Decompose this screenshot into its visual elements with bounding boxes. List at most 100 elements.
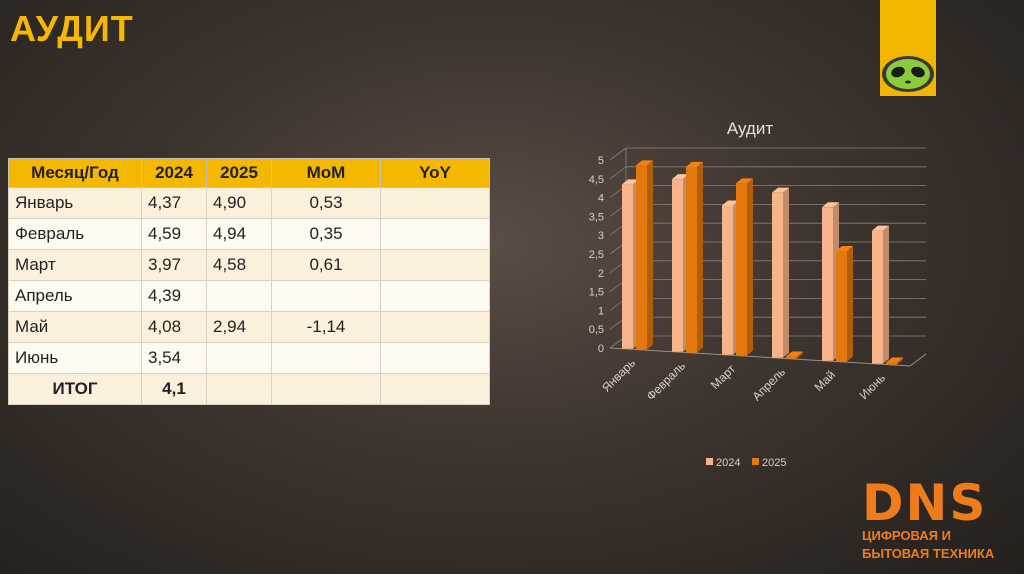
total-yoy — [380, 373, 490, 405]
cell-yoy — [380, 311, 490, 343]
table-row: Март 3,97 4,58 0,61 — [8, 249, 490, 281]
header-2024: 2024 — [141, 158, 207, 188]
chart-bar-2024 — [822, 207, 833, 361]
cell-2025: 4,94 — [206, 218, 272, 250]
total-2025 — [206, 373, 272, 405]
dns-tagline-line1: ЦИФРОВАЯ И — [862, 528, 951, 543]
chart-ytick-label: 3,5 — [589, 211, 604, 223]
chart-ytick-label: 4,5 — [589, 174, 604, 186]
chart-title: Аудит — [727, 119, 773, 138]
chart-bar-top — [786, 351, 803, 357]
cell-2024: 4,37 — [141, 187, 207, 219]
table-row: Февраль 4,59 4,94 0,35 — [8, 218, 490, 250]
cell-month: Январь — [8, 187, 142, 219]
chart-legend-swatch — [752, 458, 759, 465]
header-yoy: YoY — [380, 158, 490, 188]
cell-yoy — [380, 187, 490, 219]
total-mom — [271, 373, 381, 405]
logo-badge — [880, 0, 936, 96]
chart-bar-side — [897, 357, 903, 365]
chart-bar-top — [722, 200, 739, 206]
chart-bar-side — [797, 351, 803, 359]
cell-2025: 4,90 — [206, 187, 272, 219]
cell-2025 — [206, 342, 272, 374]
cell-2024: 4,08 — [141, 311, 207, 343]
total-row: ИТОГ 4,1 — [8, 373, 490, 405]
chart-ytick-label: 2 — [598, 268, 604, 280]
audit-chart: Аудит 0 0,5 1 1,5 2 2,5 3 3,5 4 4,5 5 Январь Февраль М… — [560, 110, 940, 480]
chart-bar-top — [672, 174, 689, 180]
chart-gridline-depth — [609, 147, 627, 161]
alien-head-icon — [882, 56, 934, 92]
chart-bar-2024 — [722, 205, 733, 355]
chart-category-label: Апрель — [749, 365, 788, 404]
chart-bar-2025 — [786, 356, 797, 359]
chart-bar-top — [836, 246, 853, 252]
page-title: АУДИТ — [10, 8, 134, 49]
cell-month: Июнь — [8, 342, 142, 374]
cell-month: Март — [8, 249, 142, 281]
table-row: Январь 4,37 4,90 0,53 — [8, 187, 490, 219]
chart-floor-side — [909, 353, 927, 367]
total-label: ИТОГ — [8, 373, 142, 405]
cell-mom — [271, 342, 381, 374]
cell-yoy — [380, 218, 490, 250]
chart-bar-side — [883, 225, 889, 364]
chart-bar-2025 — [686, 166, 697, 353]
chart-bar-top — [736, 178, 753, 184]
dns-wordmark: DNS — [862, 474, 988, 532]
cell-2024: 4,39 — [141, 280, 207, 312]
chart-bar-top — [872, 225, 889, 231]
chart-bar-2024 — [772, 192, 783, 358]
cell-yoy — [380, 280, 490, 312]
chart-ytick-label: 0,5 — [589, 324, 604, 336]
chart-bar-2025 — [736, 183, 747, 356]
chart-category-label: Февраль — [644, 359, 688, 403]
chart-bar-2025 — [886, 362, 897, 365]
chart-canvas: Аудит 0 0,5 1 1,5 2 2,5 3 3,5 4 4,5 5 Январь Февраль М… — [589, 119, 927, 469]
chart-bar-top — [622, 179, 639, 185]
total-2024: 4,1 — [141, 373, 207, 405]
chart-bar-2024 — [872, 230, 883, 364]
header-month: Месяц/Год — [8, 158, 142, 188]
cell-2025 — [206, 280, 272, 312]
chart-bar-2024 — [622, 184, 633, 349]
cell-2025: 2,94 — [206, 311, 272, 343]
chart-bar-top — [686, 161, 703, 167]
cell-mom: 0,35 — [271, 218, 381, 250]
table-header-row: Месяц/Год 2024 2025 MoM YoY — [8, 158, 490, 188]
chart-ytick-label: 0 — [598, 343, 604, 355]
audit-table: Месяц/Год 2024 2025 MoM YoY Январь 4,37 … — [8, 158, 490, 405]
cell-2024: 4,59 — [141, 218, 207, 250]
chart-category-label: Март — [708, 361, 739, 392]
chart-ytick-label: 3 — [598, 230, 604, 242]
chart-bar-top — [636, 160, 653, 166]
cell-2024: 3,97 — [141, 249, 207, 281]
dns-logo: DNS ЦИФРОВАЯ И БЫТОВАЯ ТЕХНИКА — [862, 474, 1012, 562]
header-2025: 2025 — [206, 158, 272, 188]
chart-bar-side — [697, 161, 703, 353]
chart-bar-top — [886, 357, 903, 363]
cell-mom: 0,53 — [271, 187, 381, 219]
cell-month: Апрель — [8, 280, 142, 312]
table-row: Апрель 4,39 — [8, 280, 490, 312]
chart-ytick-label: 5 — [598, 155, 604, 167]
chart-bar-2025 — [636, 165, 647, 350]
chart-ytick-label: 1,5 — [589, 287, 604, 299]
chart-bar-side — [847, 246, 853, 362]
cell-mom: 0,61 — [271, 249, 381, 281]
cell-month: Февраль — [8, 218, 142, 250]
header-mom: MoM — [271, 158, 381, 188]
cell-yoy — [380, 342, 490, 374]
chart-floor-front — [609, 347, 911, 367]
chart-ytick-label: 1 — [598, 305, 604, 317]
chart-bar-side — [747, 178, 753, 356]
chart-legend-label: 2025 — [762, 457, 786, 469]
chart-legend-label: 2024 — [716, 457, 740, 469]
chart-bar-side — [647, 160, 653, 350]
cell-mom: -1,14 — [271, 311, 381, 343]
chart-bar-2024 — [672, 179, 683, 352]
chart-bar-top — [822, 202, 839, 208]
cell-yoy — [380, 249, 490, 281]
chart-bar-top — [772, 187, 789, 193]
